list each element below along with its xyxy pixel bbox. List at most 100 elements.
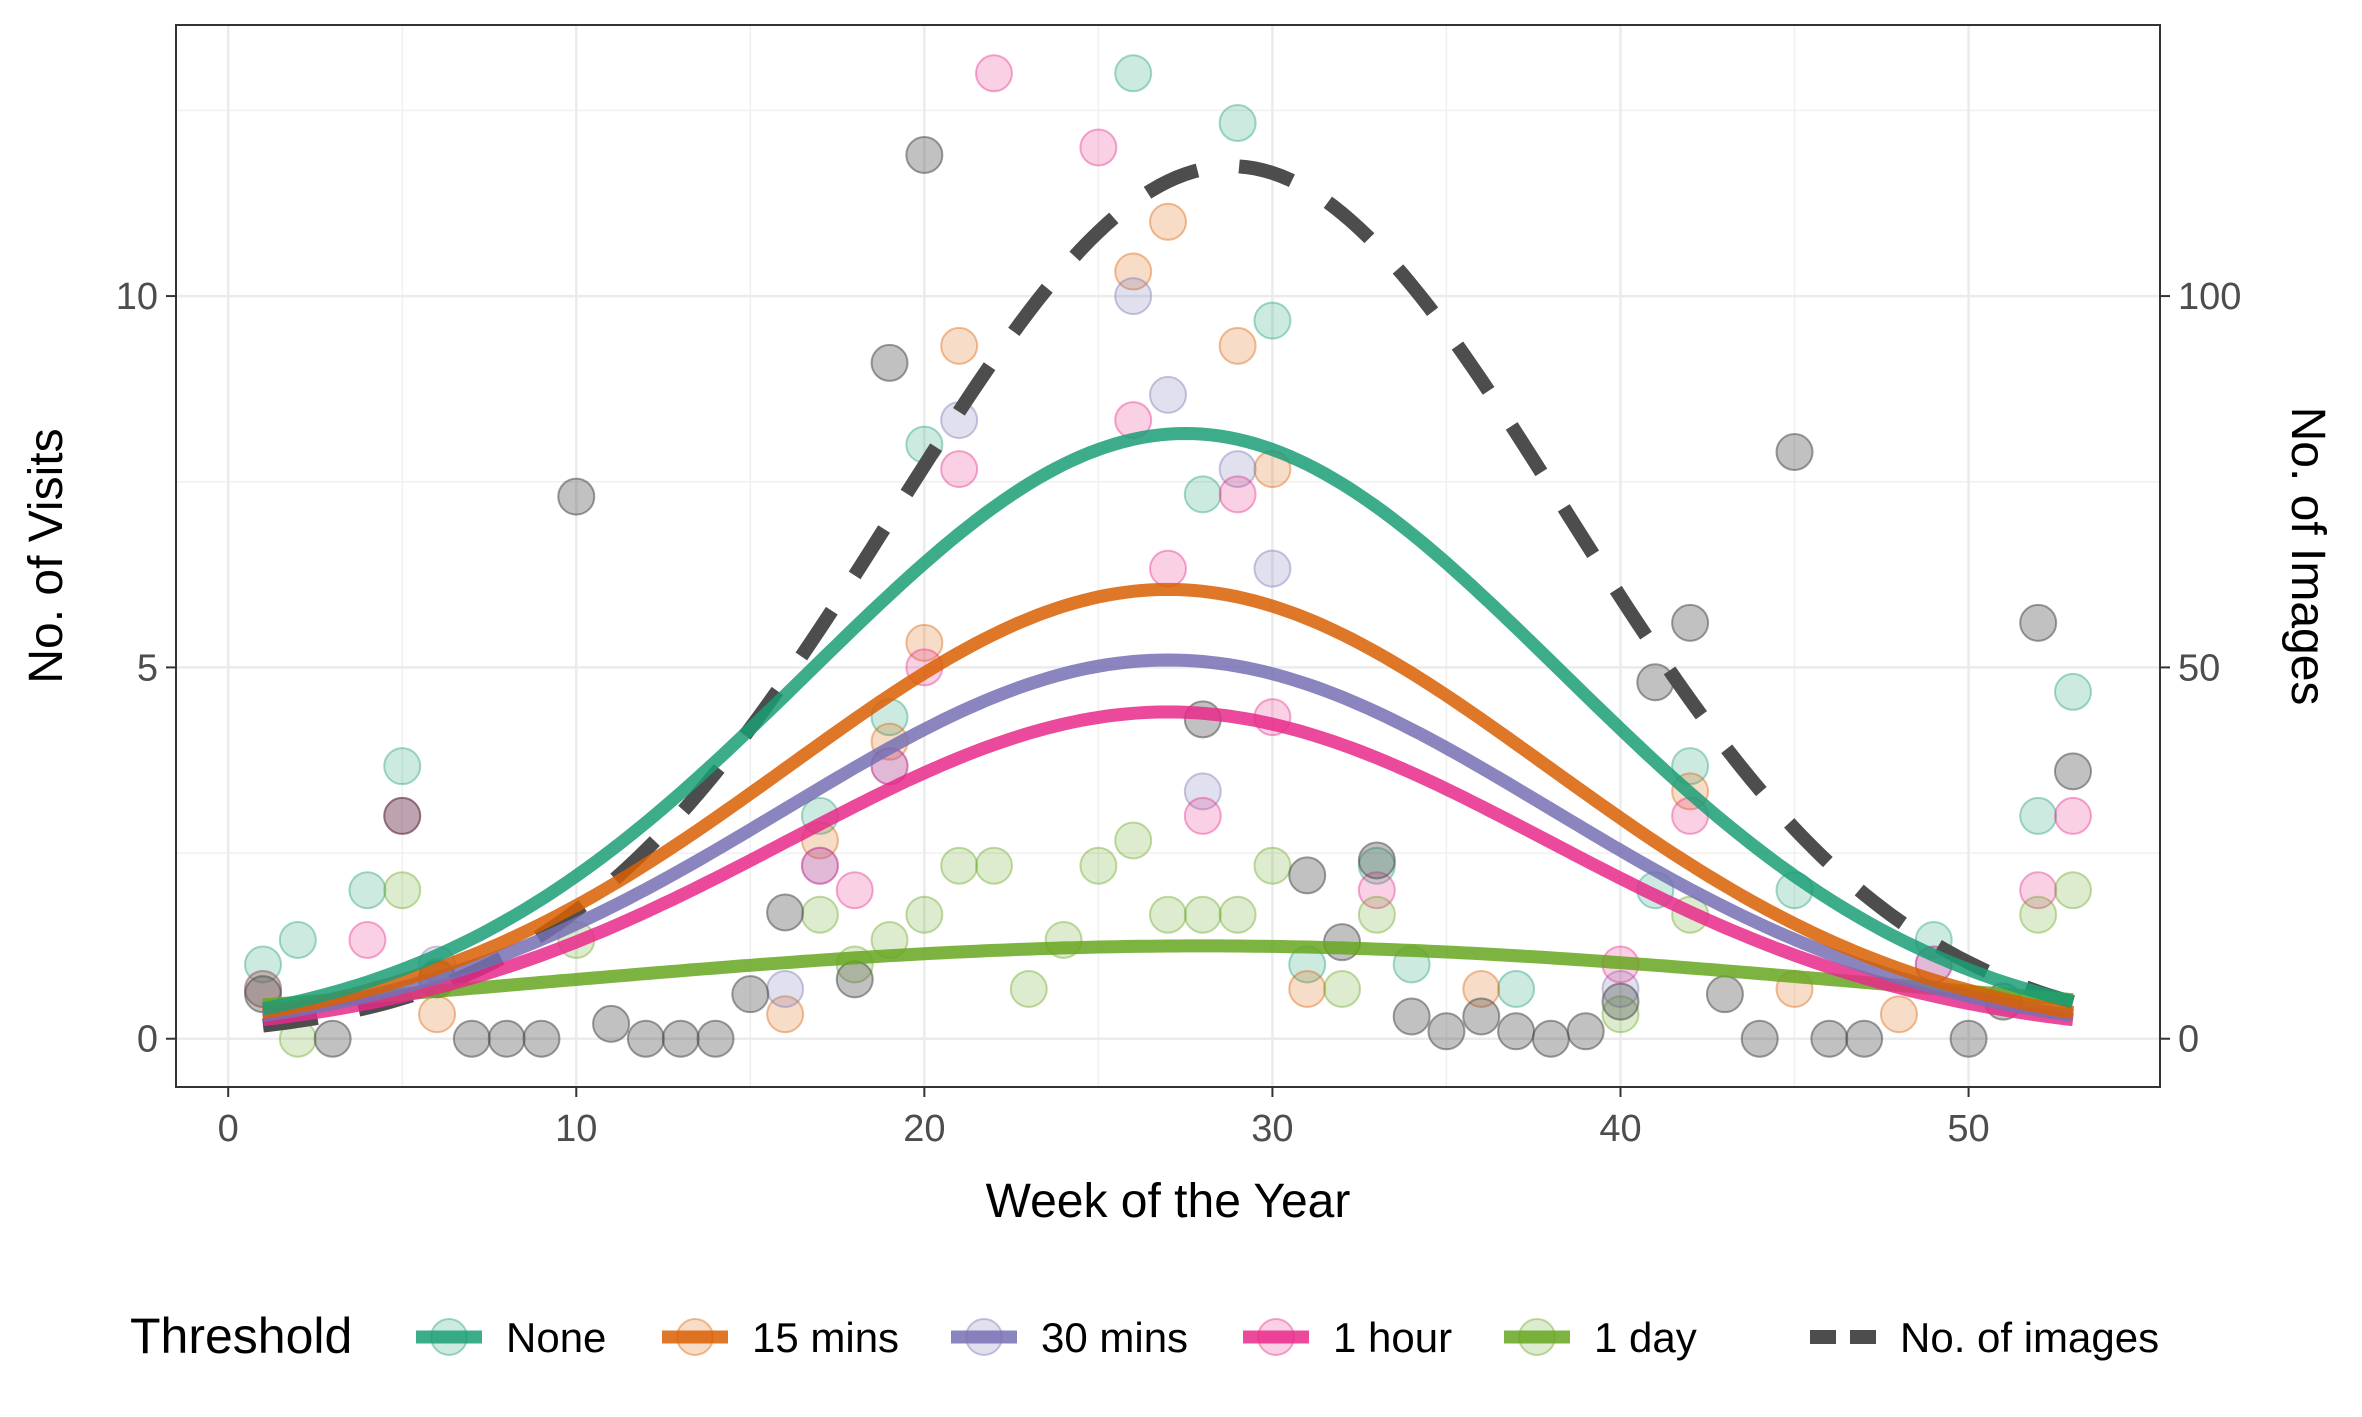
curve-1-hour — [262, 705, 2074, 1027]
point-none — [278, 920, 317, 959]
x-axis-ticks: 0 10 20 30 40 50 — [218, 1087, 1990, 1150]
y-left-axis-ticks: 0 5 10 — [116, 276, 176, 1061]
point-30-mins — [1218, 450, 1257, 489]
point-1-day — [905, 895, 944, 934]
point-no-of-images — [731, 975, 770, 1014]
point-no-of-images — [1810, 1019, 1849, 1058]
point-no-of-images — [1601, 982, 1640, 1021]
x-tick-label: 30 — [1251, 1108, 1293, 1150]
y-right-tick-label: 0 — [2178, 1019, 2199, 1061]
y-right-tick-label: 50 — [2178, 647, 2220, 689]
point-no-of-images — [766, 893, 805, 932]
point-no-of-images — [1636, 663, 1675, 702]
point-15-mins — [766, 995, 805, 1034]
y-right-axis-title: No. of Images — [2281, 407, 2334, 706]
grid-minor — [176, 25, 2160, 1087]
point-no-of-images — [522, 1019, 561, 1058]
legend-label-none: None — [506, 1314, 606, 1361]
y-right-tick-label: 100 — [2178, 276, 2241, 318]
legend-label-no-of-images: No. of images — [1900, 1314, 2159, 1361]
point-no-of-images — [592, 1004, 631, 1043]
point-1-day — [383, 871, 422, 910]
point-no-of-images — [1949, 1019, 1988, 1058]
legend-label-1-hour: 1 hour — [1333, 1314, 1452, 1361]
point-1-day — [1009, 969, 1048, 1008]
x-axis-title: Week of the Year — [986, 1175, 1351, 1228]
point-1-day — [940, 846, 979, 885]
point-1-hour — [1357, 871, 1396, 910]
point-no-of-images — [1845, 1019, 1884, 1058]
point-1-hour — [940, 450, 979, 489]
point-30-mins — [1253, 549, 1292, 588]
point-no-of-images — [1288, 856, 1327, 895]
point-1-day — [1114, 821, 1153, 860]
point-none — [244, 945, 283, 984]
point-1-hour — [974, 54, 1013, 93]
point-15-mins — [1879, 995, 1918, 1034]
y-right-axis-ticks: 0 50 100 — [2160, 276, 2241, 1061]
point-30-mins — [1601, 969, 1640, 1008]
legend-label-15-mins: 15 mins — [752, 1314, 899, 1361]
point-no-of-images — [2019, 603, 2058, 642]
legend-label-1-day: 1 day — [1594, 1314, 1697, 1361]
point-15-mins — [940, 326, 979, 365]
point-1-hour — [1149, 549, 1187, 588]
point-30-mins — [1114, 277, 1153, 316]
point-1-day — [1253, 846, 1292, 885]
trend-lines — [261, 159, 2075, 1033]
curve-none — [261, 426, 2075, 1016]
point-none — [1253, 301, 1292, 340]
point-1-hour — [2019, 871, 2058, 910]
point-no-of-images — [1566, 1012, 1605, 1051]
y-left-axis-title: No. of Visits — [20, 428, 73, 683]
point-30-mins — [1149, 375, 1187, 414]
point-1-day — [1357, 895, 1396, 934]
point-no-of-images — [1671, 603, 1710, 642]
point-1-day — [1218, 895, 1257, 934]
point-no-of-images — [1462, 997, 1501, 1036]
point-none — [1671, 747, 1710, 786]
point-no-of-images — [313, 1019, 352, 1058]
point-no-of-images — [1531, 1019, 1570, 1058]
x-tick-label: 20 — [903, 1108, 945, 1150]
point-none — [2019, 796, 2058, 835]
point-15-mins — [905, 623, 944, 662]
point-1-hour — [835, 871, 874, 910]
point-no-of-images — [2053, 752, 2092, 791]
point-1-hour — [800, 846, 839, 885]
point-1-day — [974, 846, 1013, 885]
point-30-mins — [800, 846, 839, 885]
curve-1-day — [262, 939, 2074, 1012]
y-left-tick-label: 0 — [137, 1019, 158, 1061]
x-tick-label: 0 — [218, 1108, 239, 1150]
legend-title: Threshold — [130, 1308, 352, 1364]
point-no-of-images — [557, 477, 596, 516]
point-no-of-images — [835, 960, 874, 999]
point-1-day — [1183, 895, 1222, 934]
point-15-mins — [1462, 969, 1501, 1008]
point-1-day — [1323, 969, 1362, 1008]
x-tick-label: 50 — [1947, 1108, 1989, 1150]
point-15-mins — [1149, 202, 1187, 241]
x-tick-label: 40 — [1599, 1108, 1641, 1150]
point-15-mins — [1114, 252, 1153, 291]
point-15-mins — [1218, 326, 1257, 365]
point-none — [1497, 969, 1536, 1008]
point-1-hour — [2053, 796, 2092, 835]
point-no-of-images — [626, 1019, 665, 1058]
point-no-of-images — [1740, 1019, 1779, 1058]
point-15-mins — [1288, 969, 1327, 1008]
point-none — [2053, 672, 2092, 711]
point-no-of-images — [661, 1019, 700, 1058]
point-none — [1114, 54, 1153, 93]
panel-background — [176, 25, 2160, 1087]
point-no-of-images — [1392, 997, 1431, 1036]
point-none — [1218, 104, 1257, 143]
point-no-of-images — [1357, 841, 1396, 880]
point-1-hour — [1218, 475, 1257, 514]
point-no-of-images — [1705, 975, 1744, 1014]
point-1-hour — [348, 920, 387, 959]
point-no-of-images — [870, 343, 909, 382]
point-1-day — [1079, 846, 1118, 885]
